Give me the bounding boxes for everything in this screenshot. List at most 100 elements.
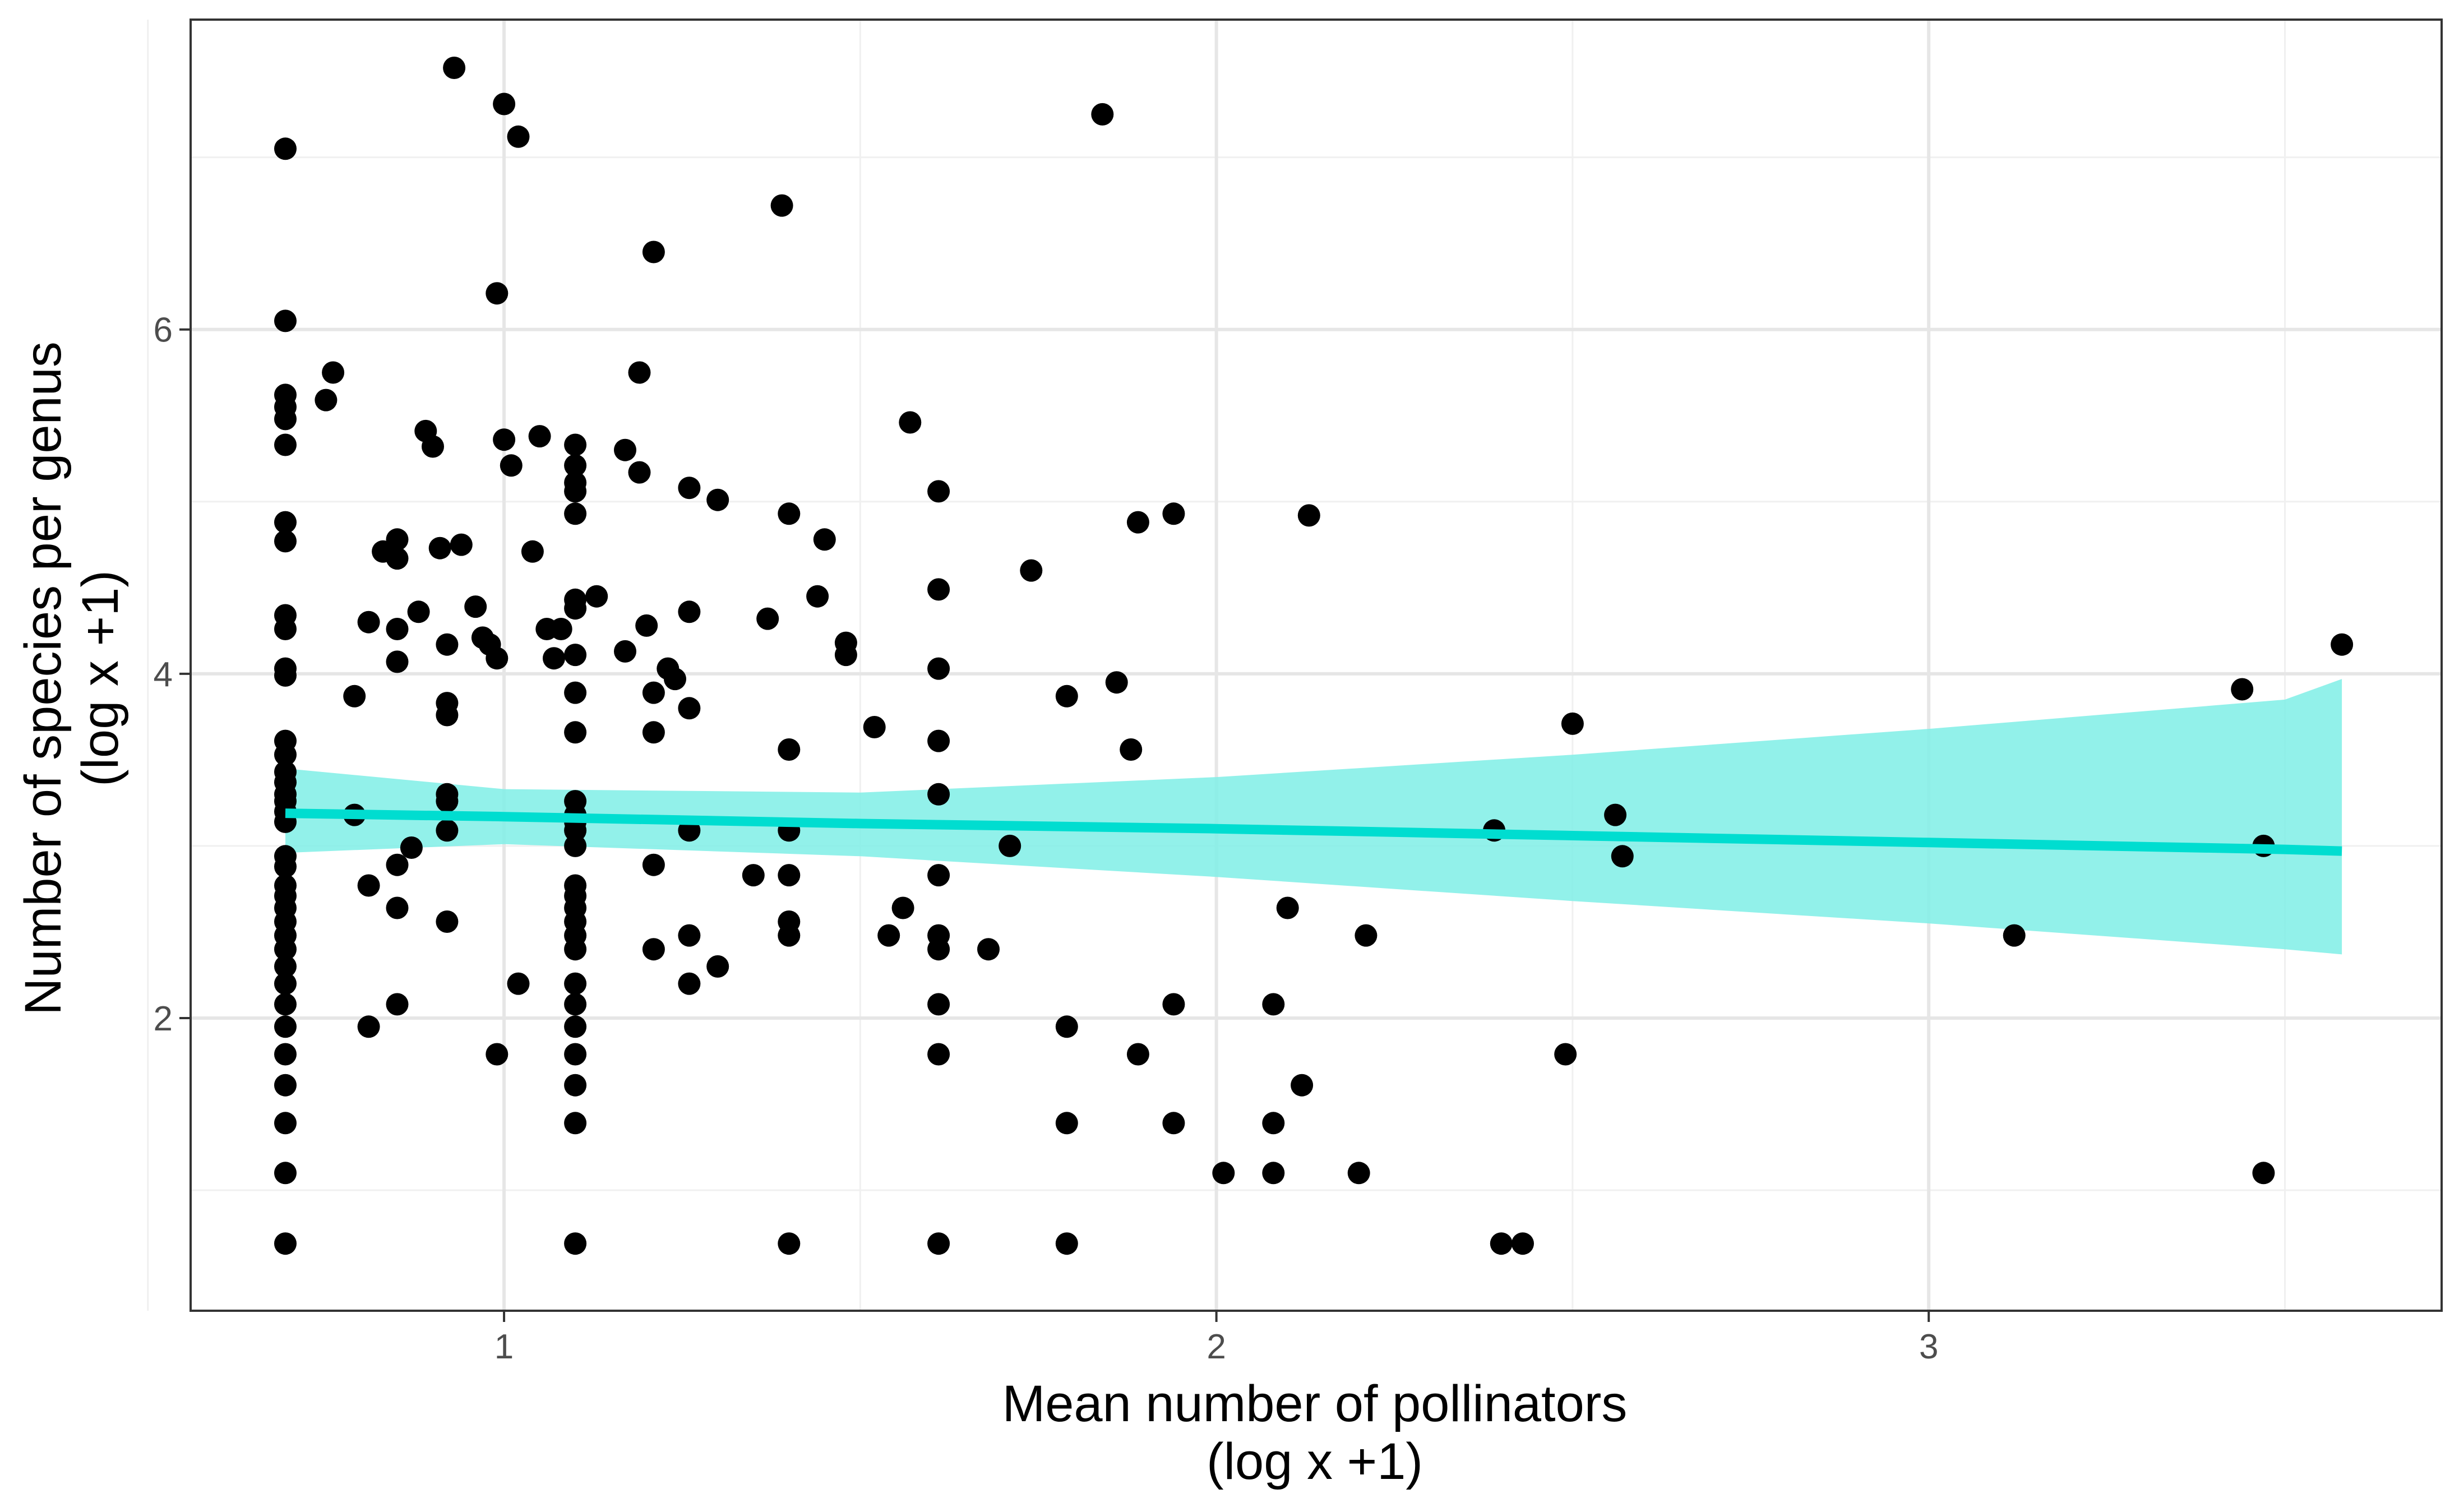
data-point: [927, 480, 950, 503]
y-tick-label: 2: [154, 1000, 173, 1038]
data-point: [507, 125, 530, 148]
data-point: [642, 721, 665, 744]
data-point: [678, 697, 701, 720]
data-point: [927, 938, 950, 961]
data-point: [274, 1232, 297, 1255]
data-point: [564, 454, 587, 477]
data-point: [778, 1232, 801, 1255]
data-point: [543, 647, 565, 670]
data-point: [1561, 712, 1584, 735]
data-point: [564, 834, 587, 857]
data-point: [1262, 993, 1285, 1016]
data-point: [274, 433, 297, 456]
data-point: [1126, 511, 1149, 534]
data-point: [1091, 103, 1114, 126]
data-point: [778, 738, 801, 761]
data-point: [927, 657, 950, 680]
data-point: [386, 618, 409, 640]
data-point: [436, 704, 459, 727]
data-point: [1055, 1015, 1078, 1038]
data-point: [1355, 924, 1378, 947]
data-point: [564, 819, 587, 842]
data-point: [493, 93, 516, 115]
data-point: [1162, 502, 1185, 525]
data-point: [443, 57, 466, 79]
x-tick-label: 2: [1207, 1328, 1226, 1366]
data-point: [450, 533, 473, 556]
data-point: [628, 461, 651, 484]
data-point: [2252, 1162, 2275, 1185]
data-point: [877, 924, 900, 947]
data-point: [564, 1112, 587, 1135]
data-point: [1262, 1112, 1285, 1135]
data-point: [664, 668, 686, 691]
data-point: [806, 585, 829, 608]
data-point: [642, 938, 665, 961]
data-point: [635, 614, 658, 637]
data-point: [564, 644, 587, 667]
data-point: [436, 819, 459, 842]
data-point: [386, 993, 409, 1016]
data-point: [1347, 1162, 1370, 1185]
data-point: [274, 1112, 297, 1135]
data-point: [756, 607, 779, 630]
data-point: [564, 972, 587, 995]
data-point: [1162, 993, 1185, 1016]
data-point: [778, 864, 801, 887]
data-points: [274, 57, 2354, 1255]
data-point: [486, 1043, 509, 1066]
data-point: [386, 896, 409, 919]
data-point: [386, 528, 409, 551]
data-point: [386, 650, 409, 673]
data-point: [315, 389, 338, 411]
data-point: [614, 438, 636, 461]
data-point: [564, 433, 587, 456]
data-point: [642, 853, 665, 876]
data-point: [274, 1015, 297, 1038]
data-point: [927, 1232, 950, 1255]
data-point: [564, 1043, 587, 1066]
data-point: [706, 488, 729, 511]
data-point: [564, 721, 587, 744]
data-point: [343, 685, 366, 708]
data-point: [927, 1043, 950, 1066]
data-point: [274, 530, 297, 553]
data-point: [274, 309, 297, 332]
data-point: [386, 547, 409, 570]
data-point: [1055, 1112, 1078, 1135]
data-point: [564, 1074, 587, 1097]
data-point: [1554, 1043, 1577, 1066]
x-axis-ticks: 1 2 3: [494, 1311, 1938, 1366]
x-axis-title-line1: Mean number of pollinators: [1002, 1375, 1628, 1432]
x-tick-label: 1: [494, 1328, 514, 1366]
data-point: [521, 540, 544, 563]
data-point: [564, 993, 587, 1016]
data-point: [927, 578, 950, 601]
data-point: [642, 241, 665, 263]
data-point: [274, 137, 297, 160]
data-point: [1611, 845, 1634, 868]
data-point: [770, 194, 793, 217]
data-point: [585, 585, 608, 608]
data-point: [678, 924, 701, 947]
data-point: [2231, 678, 2254, 701]
data-point: [274, 743, 297, 766]
data-point: [322, 361, 345, 384]
data-point: [274, 972, 297, 995]
y-tick-label: 6: [154, 311, 173, 350]
data-point: [564, 681, 587, 704]
data-point: [706, 955, 729, 978]
data-point: [1490, 1232, 1513, 1255]
data-point: [1162, 1112, 1185, 1135]
data-point: [1020, 559, 1043, 582]
panel-border: [189, 19, 2443, 1312]
data-point: [614, 640, 636, 663]
data-point: [436, 790, 459, 813]
data-point: [274, 938, 297, 961]
data-point: [1512, 1232, 1534, 1255]
data-point: [678, 600, 701, 623]
data-point: [357, 611, 380, 634]
data-point: [564, 480, 587, 503]
data-point: [2331, 633, 2354, 656]
